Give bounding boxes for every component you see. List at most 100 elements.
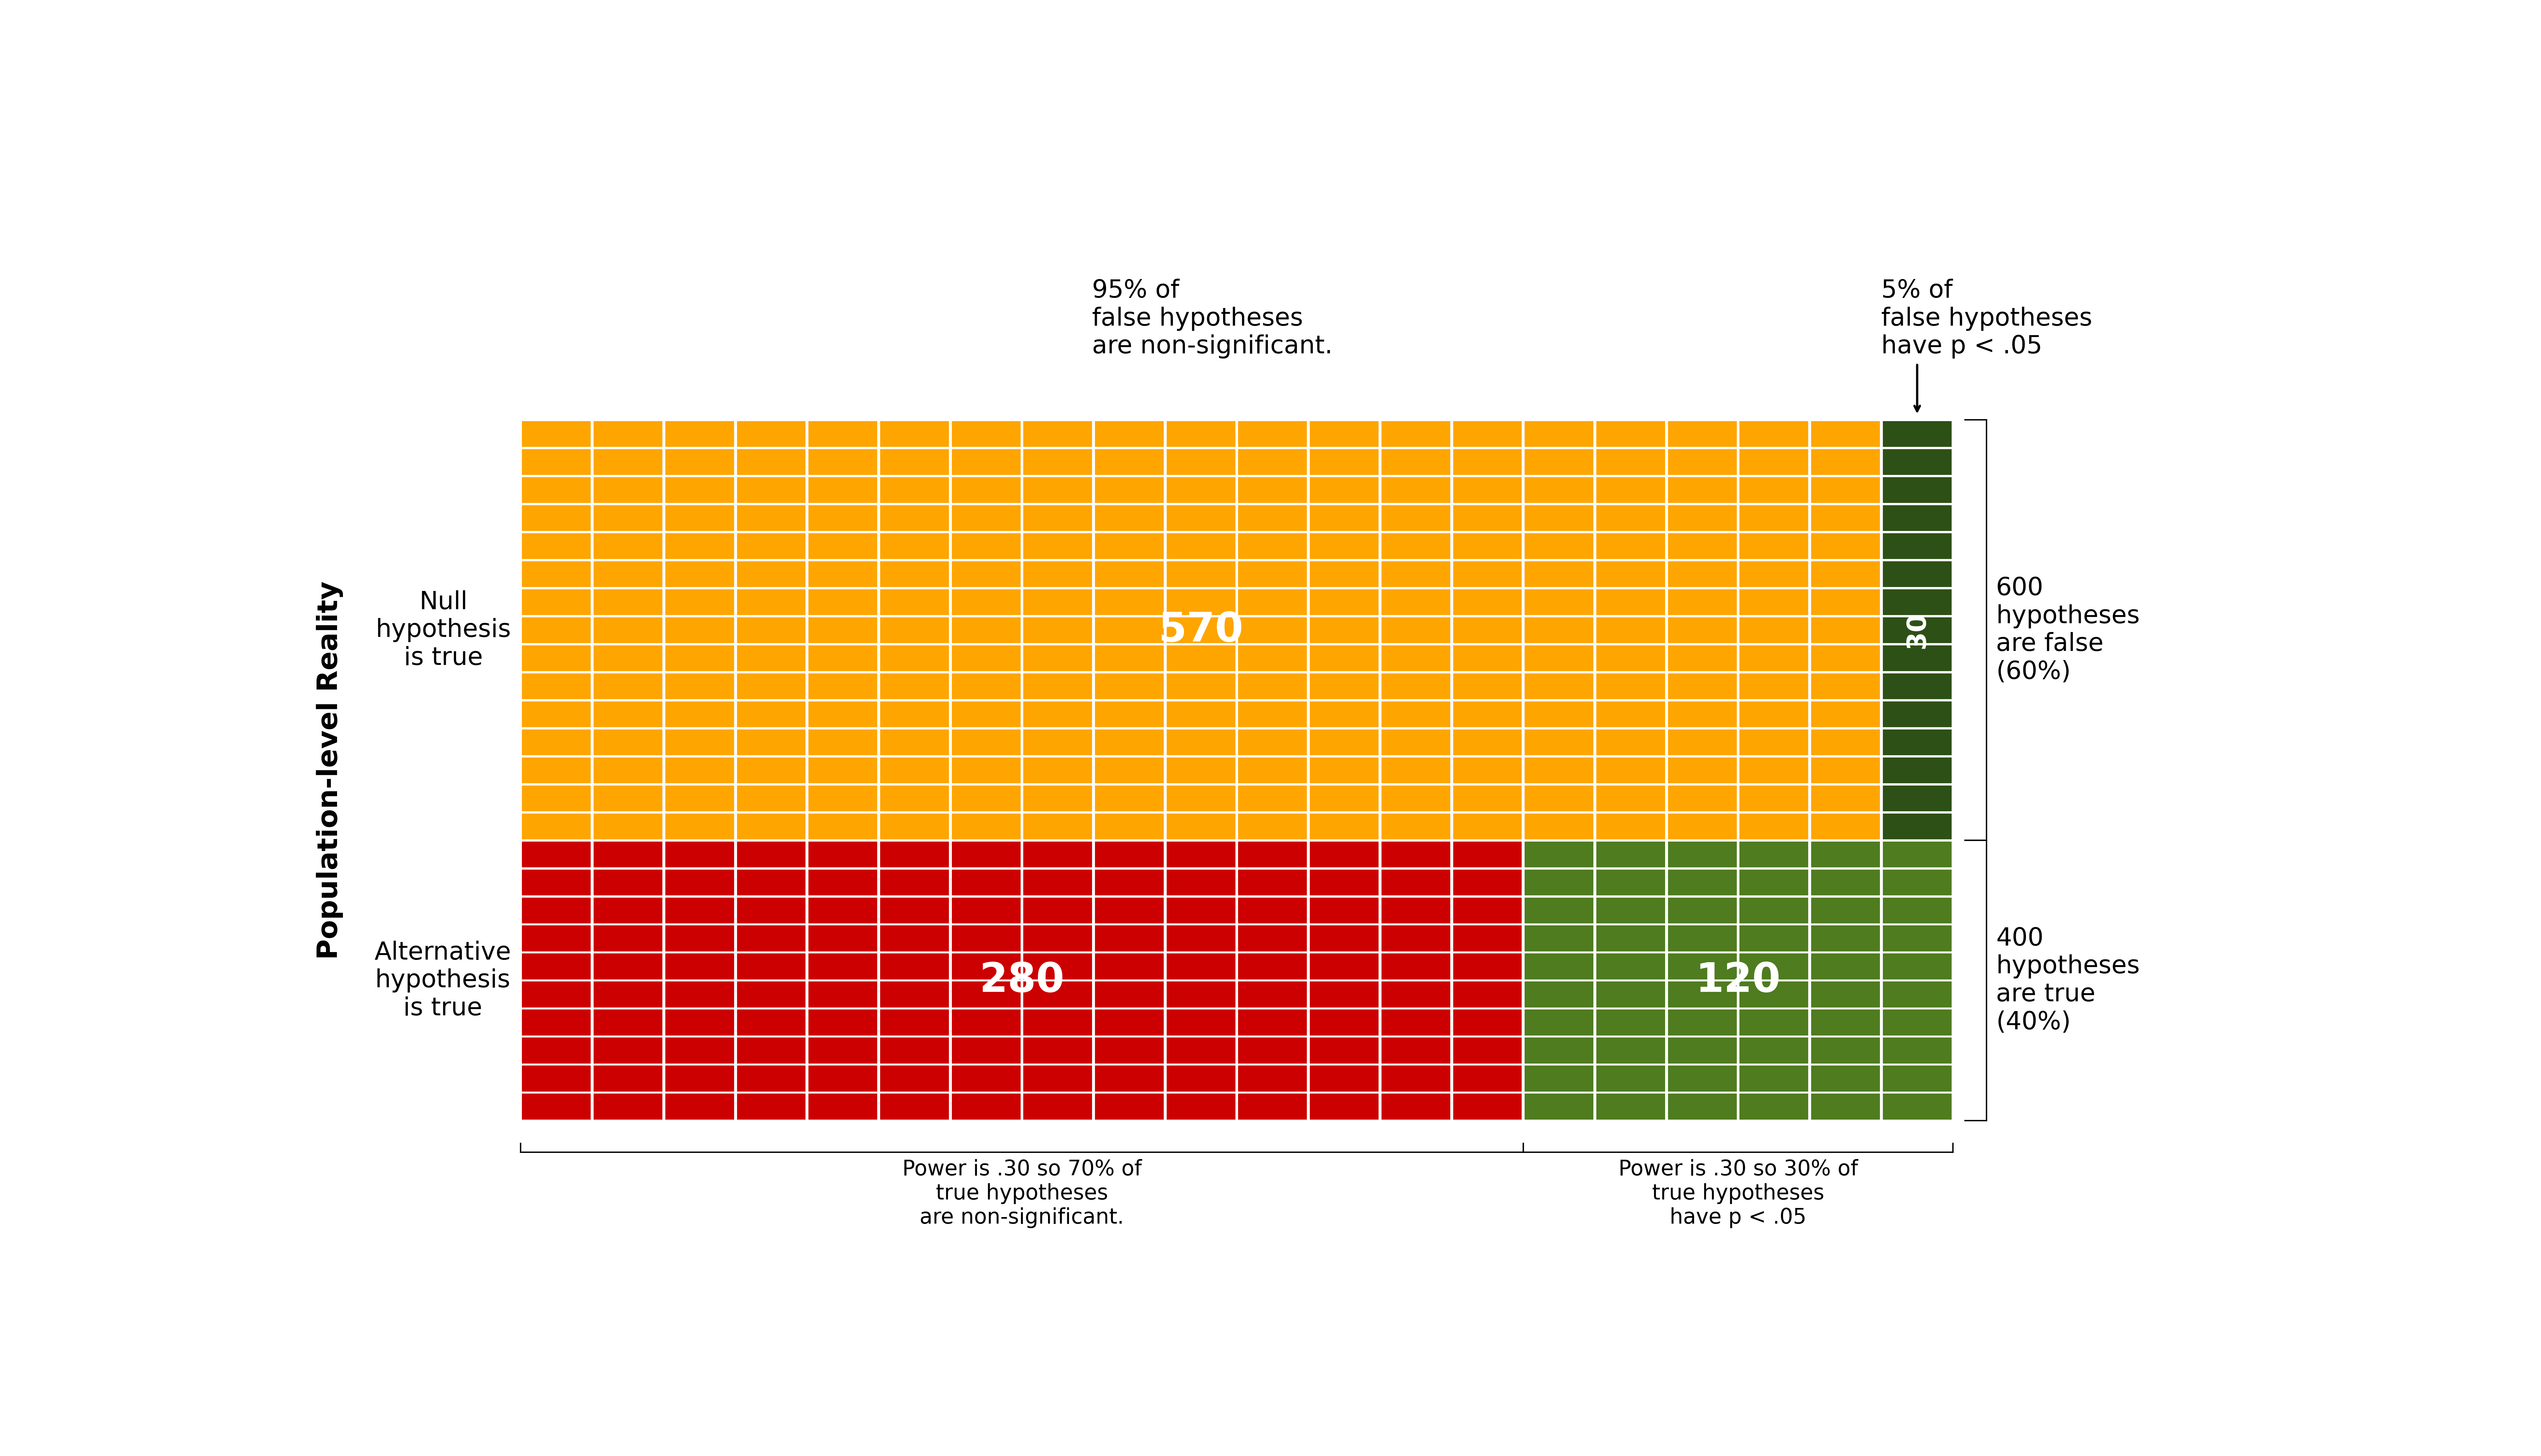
Bar <box>1309 673 1377 699</box>
Bar <box>953 533 1021 559</box>
Bar <box>1883 1009 1951 1035</box>
Bar <box>1883 478 1951 502</box>
Bar <box>879 926 948 951</box>
Bar <box>521 1093 590 1120</box>
Bar <box>1095 842 1164 868</box>
Bar <box>737 1009 805 1035</box>
Bar <box>1883 448 1951 475</box>
Bar <box>879 1009 948 1035</box>
Bar <box>521 729 590 756</box>
Bar <box>1166 533 1235 559</box>
Bar <box>1237 785 1306 811</box>
Bar <box>1883 1038 1951 1063</box>
Bar <box>1382 533 1451 559</box>
Bar <box>521 505 590 531</box>
Bar <box>521 645 590 671</box>
Bar <box>1525 478 1593 502</box>
Bar <box>1166 448 1235 475</box>
Text: Population-level Reality: Population-level Reality <box>315 581 343 960</box>
Bar <box>1309 645 1377 671</box>
Bar <box>1525 869 1593 895</box>
Bar <box>1883 869 1951 895</box>
Bar <box>879 954 948 980</box>
Bar <box>1453 617 1522 644</box>
Bar <box>1382 1093 1451 1120</box>
Bar <box>666 1038 734 1063</box>
Bar <box>1453 561 1522 587</box>
Bar <box>1237 1093 1306 1120</box>
Bar <box>1525 673 1593 699</box>
Bar <box>1525 814 1593 839</box>
Bar <box>953 645 1021 671</box>
Bar <box>1883 814 1951 839</box>
Bar <box>1382 478 1451 502</box>
Bar <box>1309 421 1377 447</box>
Bar <box>808 1038 877 1063</box>
Bar <box>1883 505 1951 531</box>
Bar <box>1382 757 1451 783</box>
Bar <box>1596 421 1664 447</box>
Bar <box>521 897 590 923</box>
Bar <box>953 1066 1021 1092</box>
Bar <box>1309 981 1377 1008</box>
Bar <box>1237 421 1306 447</box>
Bar <box>1525 533 1593 559</box>
Bar <box>737 1066 805 1092</box>
Bar <box>879 645 948 671</box>
Bar <box>666 448 734 475</box>
Bar <box>1166 814 1235 839</box>
Bar <box>808 926 877 951</box>
Bar <box>1166 478 1235 502</box>
Bar <box>1024 1066 1093 1092</box>
Bar <box>1883 590 1951 614</box>
Bar <box>1095 729 1164 756</box>
Bar <box>1309 954 1377 980</box>
Bar <box>595 478 663 502</box>
Bar <box>1883 926 1951 951</box>
Bar <box>1024 533 1093 559</box>
Bar <box>1382 505 1451 531</box>
Text: Power is .30 so 70% of
true hypotheses
are non-significant.: Power is .30 so 70% of true hypotheses a… <box>902 1159 1141 1229</box>
Bar <box>1024 448 1093 475</box>
Bar <box>1525 729 1593 756</box>
Bar <box>1812 478 1880 502</box>
Bar <box>1741 842 1809 868</box>
Bar <box>1741 421 1809 447</box>
Bar <box>879 729 948 756</box>
Bar <box>1453 590 1522 614</box>
Bar <box>879 590 948 614</box>
Bar <box>1667 1038 1736 1063</box>
Bar <box>1095 757 1164 783</box>
Bar <box>1095 617 1164 644</box>
Bar <box>521 814 590 839</box>
Bar <box>953 869 1021 895</box>
Bar <box>1883 785 1951 811</box>
Bar <box>521 757 590 783</box>
Bar <box>1095 478 1164 502</box>
Bar <box>666 785 734 811</box>
Bar <box>1741 617 1809 644</box>
Bar <box>1382 897 1451 923</box>
Bar <box>521 478 590 502</box>
Bar <box>737 814 805 839</box>
Bar <box>1237 926 1306 951</box>
Bar <box>1667 729 1736 756</box>
Bar <box>953 954 1021 980</box>
Bar <box>1741 981 1809 1008</box>
Bar <box>1382 617 1451 644</box>
Bar <box>1741 673 1809 699</box>
Bar <box>666 981 734 1008</box>
Bar <box>1237 1066 1306 1092</box>
Bar <box>1525 1038 1593 1063</box>
Bar <box>1237 897 1306 923</box>
Text: 600
hypotheses
are false
(60%): 600 hypotheses are false (60%) <box>1995 577 2140 684</box>
Text: 570: 570 <box>1159 610 1243 649</box>
Bar <box>666 954 734 980</box>
Bar <box>1812 869 1880 895</box>
Bar <box>1382 448 1451 475</box>
Bar <box>737 645 805 671</box>
Bar <box>1309 478 1377 502</box>
Bar <box>1309 533 1377 559</box>
Bar <box>1309 1093 1377 1120</box>
Bar <box>953 590 1021 614</box>
